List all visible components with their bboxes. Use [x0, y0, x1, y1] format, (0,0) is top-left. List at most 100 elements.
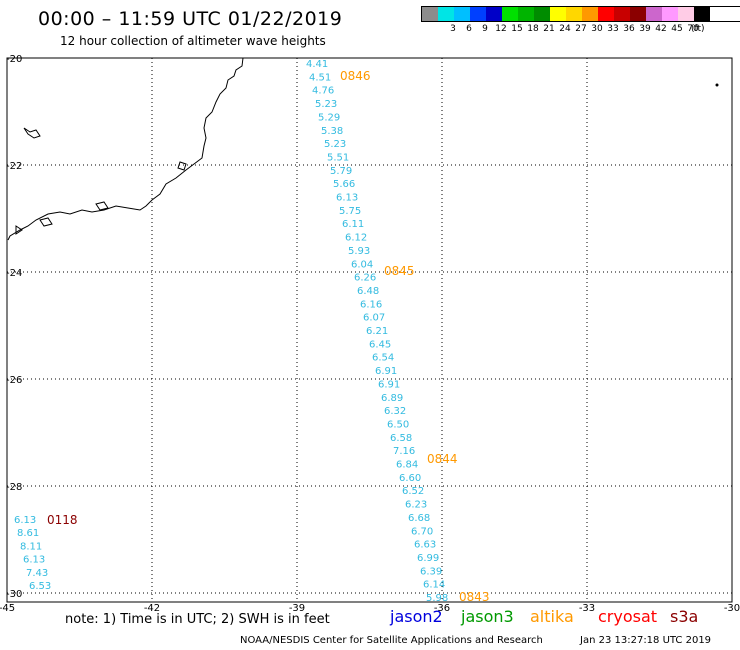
color-scale-swatch: [566, 7, 582, 21]
satellite-legend-altika: altika: [530, 607, 574, 626]
color-scale-swatches: [421, 6, 740, 22]
satellite-legend-s3a: s3a: [670, 607, 699, 626]
wave-height-value: 6.91: [375, 366, 397, 377]
wave-height-value: 6.54: [372, 353, 394, 364]
longitude-label: -45: [0, 603, 15, 614]
pass-time-label: 0118: [47, 513, 78, 527]
color-scale-label: 30: [591, 24, 603, 34]
wave-height-value: 6.91: [378, 379, 400, 390]
longitude-label: -33: [579, 603, 595, 614]
wave-height-value: 6.07: [363, 313, 385, 324]
wave-height-value: 6.14: [423, 580, 445, 591]
pass-time-label: 0845: [384, 264, 415, 278]
wave-height-value: 7.16: [393, 446, 415, 457]
color-scale-label: 15: [511, 24, 523, 34]
wave-height-value: 6.89: [381, 393, 403, 404]
wave-height-value: 4.51: [309, 72, 331, 83]
page-title: 00:00 – 11:59 UTC 01/22/2019: [38, 8, 343, 30]
color-scale-swatch: [630, 7, 646, 21]
coastline: [7, 57, 244, 241]
color-scale-label: 39: [639, 24, 651, 34]
footer-note: note: 1) Time is in UTC; 2) SWH is in fe…: [65, 612, 330, 627]
color-scale-swatch: [422, 7, 438, 21]
color-scale-label: 33: [607, 24, 619, 34]
wave-height-value: 6.32: [384, 406, 406, 417]
wave-height-value: 8.11: [20, 541, 42, 552]
wave-height-value: 6.26: [354, 273, 376, 284]
wave-height-value: 6.99: [417, 553, 439, 564]
color-scale-label: 27: [575, 24, 587, 34]
latitude-label: -20: [6, 54, 22, 65]
color-scale-swatch: [454, 7, 470, 21]
satellite-legend-jason3: jason3: [461, 607, 514, 626]
wave-height-value: 6.68: [408, 513, 430, 524]
color-scale-label: 12: [495, 24, 507, 34]
color-scale-label: 70: [687, 24, 699, 34]
color-scale-swatch: [614, 7, 630, 21]
longitude-label: -30: [724, 603, 740, 614]
track-main: 4.41 4.51 4.76 5.23 5.29 5.38 5.23 5.51 5.79 5.66…: [306, 59, 490, 604]
color-scale-swatch: [550, 7, 566, 21]
wave-height-value: 6.23: [405, 500, 427, 511]
color-scale-swatch: [518, 7, 534, 21]
wave-height-value: 6.13: [23, 555, 45, 566]
island-dot: [715, 83, 719, 87]
color-scale-label: 18: [527, 24, 539, 34]
color-scale-swatch: [646, 7, 662, 21]
wave-height-value: 6.13: [14, 515, 36, 526]
color-scale-swatch: [534, 7, 550, 21]
wave-height-value: 7.43: [26, 568, 48, 579]
color-scale-label: 36: [623, 24, 635, 34]
color-scale-swatch: [694, 7, 710, 21]
wave-height-value: 6.39: [420, 566, 442, 577]
map-grid: [7, 58, 732, 602]
wave-height-value: 6.11: [342, 219, 364, 230]
wave-height-value: 6.50: [387, 419, 409, 430]
wave-height-value: 6.13: [336, 193, 358, 204]
color-scale-label: 21: [543, 24, 555, 34]
page-subtitle: 12 hour collection of altimeter wave hei…: [60, 34, 326, 48]
wave-height-value: 8.61: [17, 528, 39, 539]
wave-height-value: 6.70: [411, 526, 433, 537]
wave-height-value: 6.60: [399, 473, 421, 484]
wave-height-value: 5.38: [321, 126, 343, 137]
longitude-labels: -45 -42 -39 -36 -33 -30: [0, 603, 740, 614]
color-scale-swatch: [486, 7, 502, 21]
wave-height-value: 5.51: [327, 152, 349, 163]
wave-height-value: 5.79: [330, 166, 352, 177]
wave-height-value: 6.63: [414, 540, 436, 551]
latitude-label: -28: [6, 482, 22, 493]
wave-height-value: 6.84: [396, 460, 418, 471]
color-scale-swatch: [678, 7, 694, 21]
wave-height-value: 5.23: [324, 139, 346, 150]
coastline-islands: [15, 127, 187, 235]
pass-time-label: 0846: [340, 69, 371, 83]
color-scale-swatch: [598, 7, 614, 21]
pass-time-label: 0843: [459, 590, 490, 604]
wave-height-value: 6.12: [345, 233, 367, 244]
color-scale-label: 6: [466, 24, 472, 34]
longitude-label: -36: [434, 603, 450, 614]
latitude-label: -24: [6, 268, 22, 279]
latitude-labels: -20 -22 -24 -26 -28 -30: [6, 54, 22, 600]
color-scale-labels: 3 6 9 12 15 18 21 24 27 30 33 36 39 42 45 70 (ft): [421, 22, 740, 34]
wave-height-value: 6.48: [357, 286, 379, 297]
wave-height-value: 5.66: [333, 179, 355, 190]
wave-height-value: 6.58: [390, 433, 412, 444]
longitude-label: -42: [144, 603, 160, 614]
color-scale-swatch: [582, 7, 598, 21]
credit-line: NOAA/NESDIS Center for Satellite Applica…: [240, 635, 543, 646]
wave-height-value: 5.93: [348, 246, 370, 257]
wave-height-value: 6.53: [29, 581, 51, 592]
wave-height-value: 6.52: [402, 486, 424, 497]
color-scale-label: 45: [671, 24, 683, 34]
satellite-legend-jason2: jason2: [390, 607, 443, 626]
color-scale-swatch: [438, 7, 454, 21]
color-scale-swatch: [502, 7, 518, 21]
generated-timestamp: Jan 23 13:27:18 UTC 2019: [580, 635, 712, 646]
wave-height-value: 5.29: [318, 112, 340, 123]
wave-height-value: 5.75: [339, 206, 361, 217]
wave-height-value: 5.98: [426, 593, 448, 604]
satellite-legend-cryosat: cryosat: [598, 607, 658, 626]
